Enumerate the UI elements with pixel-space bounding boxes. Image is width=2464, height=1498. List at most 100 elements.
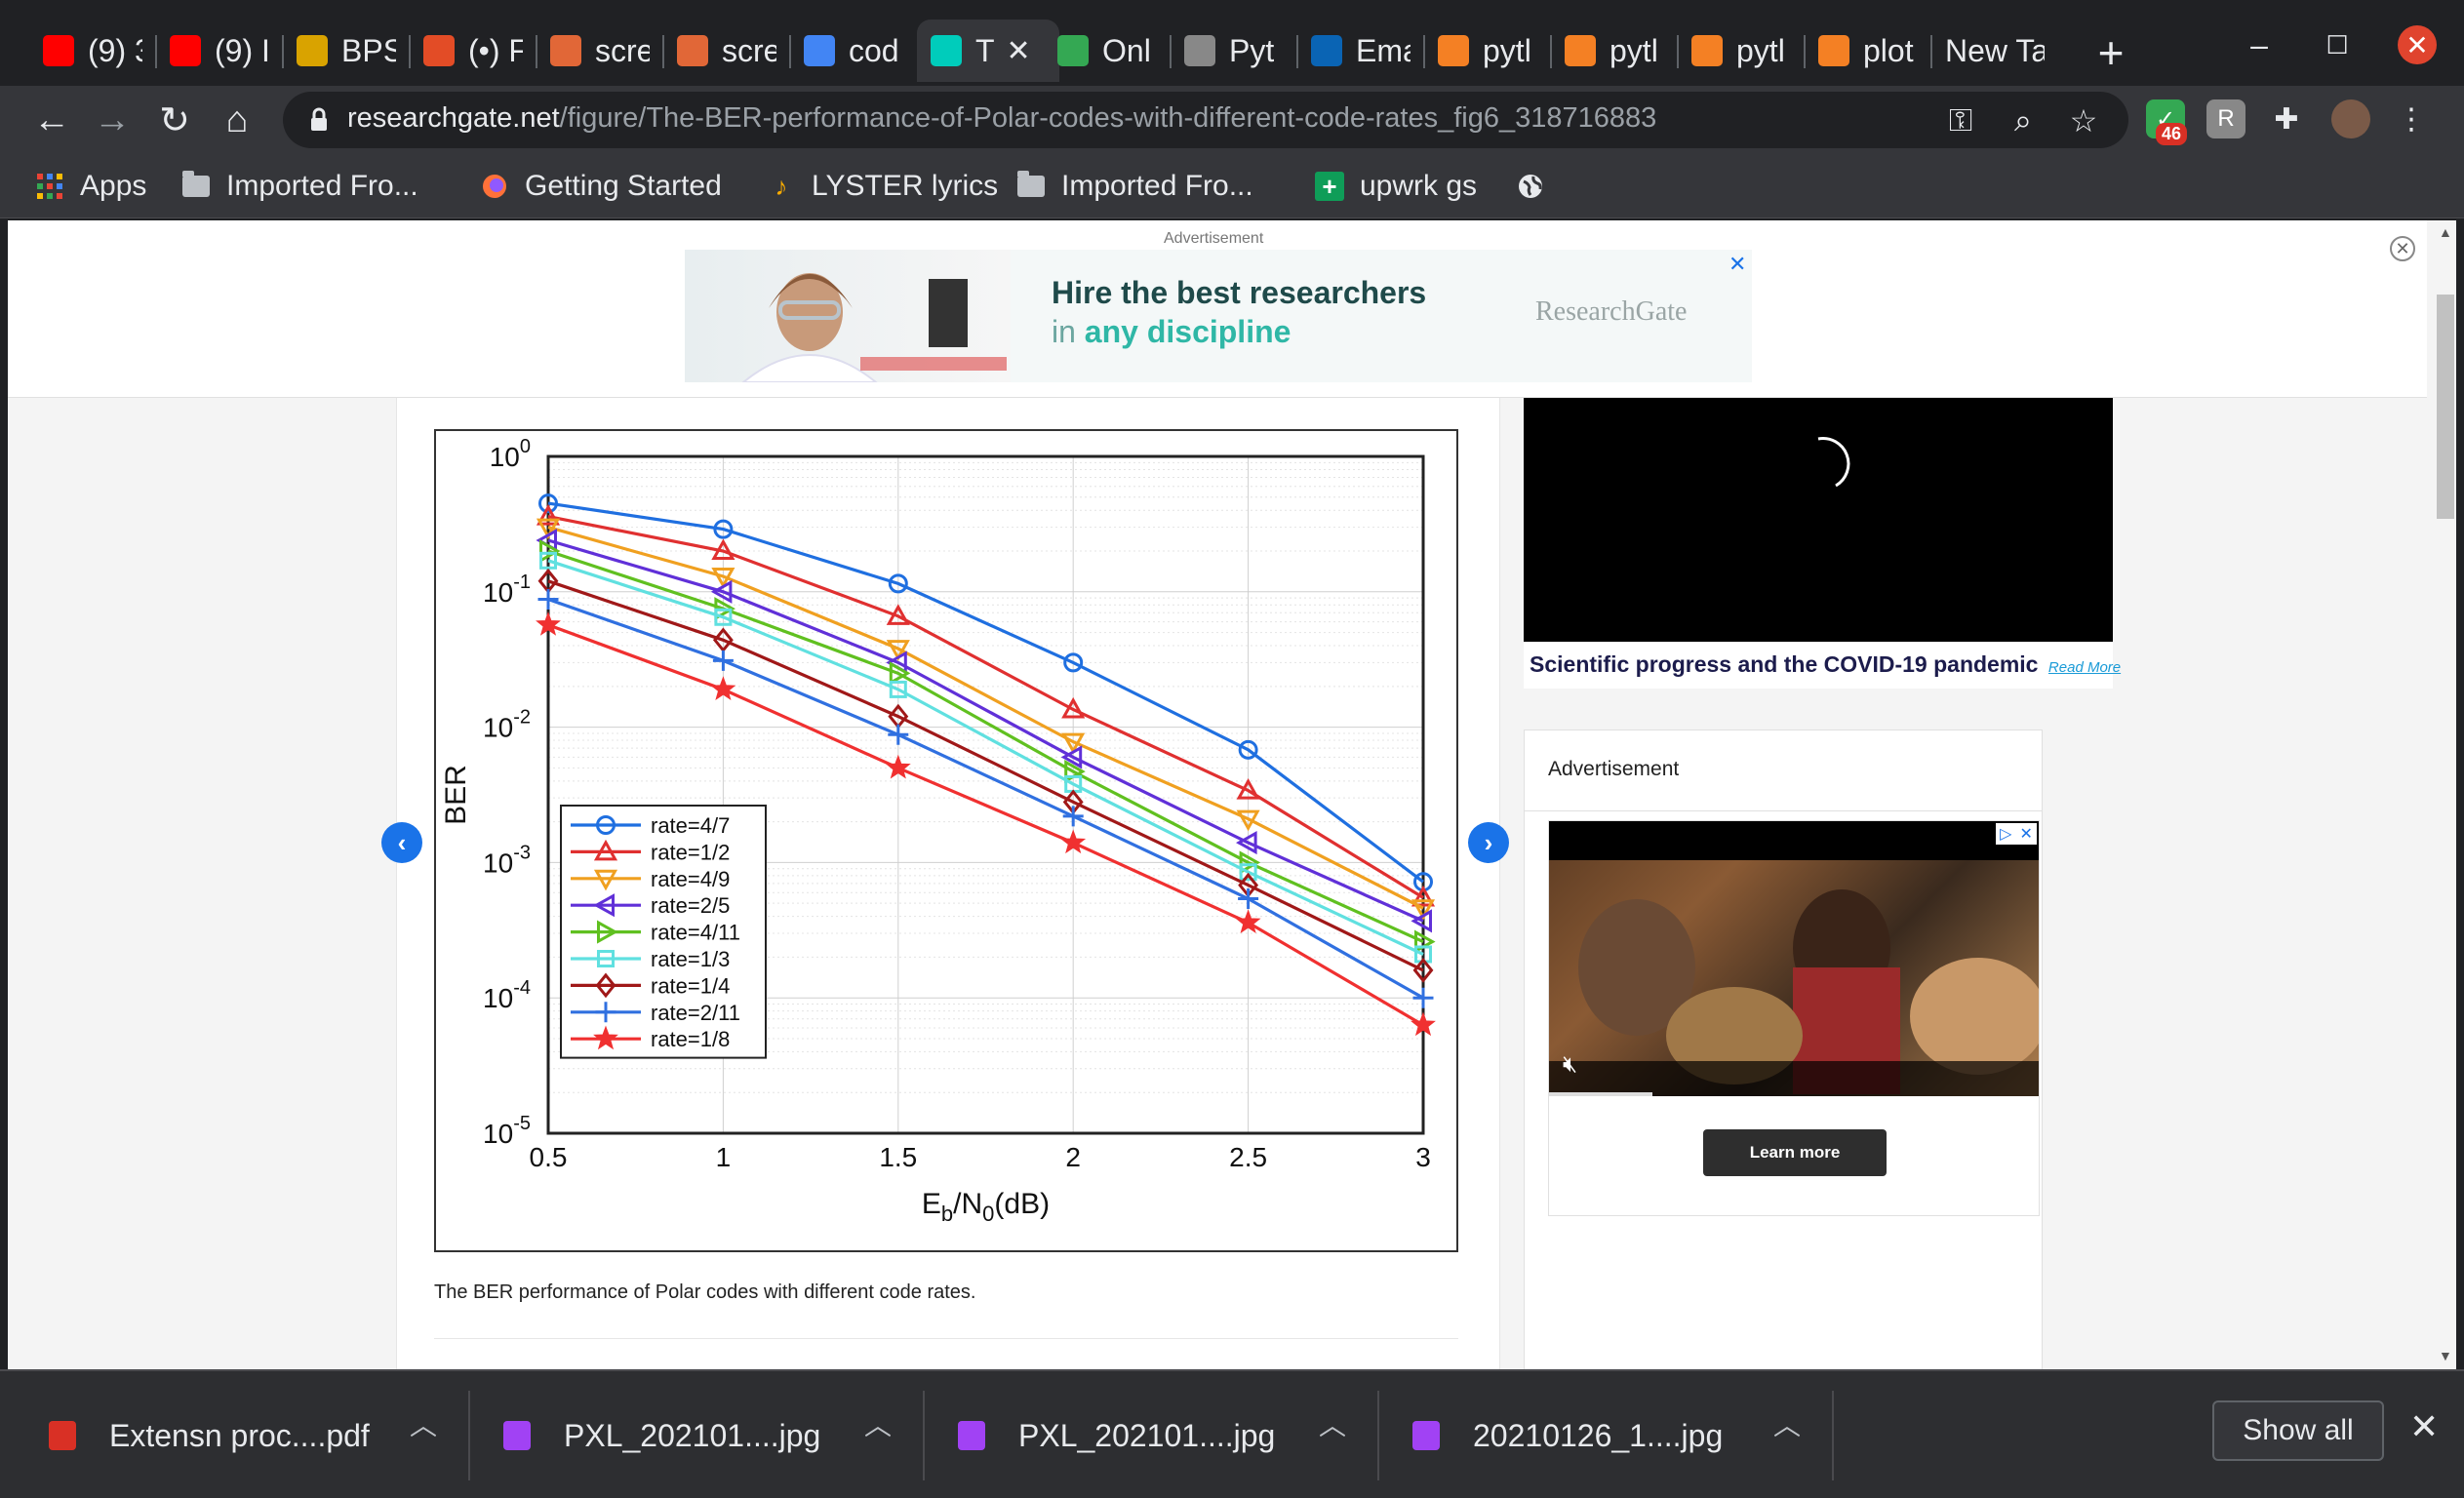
data-point-series-2 <box>536 504 561 526</box>
tab-3[interactable]: (•) F <box>410 20 537 82</box>
tab-5[interactable]: scre <box>663 20 790 82</box>
extension-r-icon[interactable]: R <box>2206 99 2245 138</box>
bookmark-globe[interactable] <box>1516 164 1561 209</box>
back-button[interactable]: ← <box>33 99 70 140</box>
x-tick-label: 1 <box>716 1142 732 1172</box>
bookmark-imported-folder-1[interactable]: Imported Fro... <box>181 164 418 209</box>
firefox-icon <box>483 175 506 198</box>
tab-13[interactable]: pytl <box>1678 20 1805 82</box>
tab-0[interactable]: (9) 3 <box>29 20 156 82</box>
tab-9[interactable]: Pyt <box>1171 20 1297 82</box>
chevron-up-icon[interactable]: ︿ <box>864 1410 893 1440</box>
tab-title: pytl <box>1610 32 1658 68</box>
previous-figure-button[interactable]: ‹ <box>381 822 422 863</box>
matlab-icon <box>550 35 581 66</box>
learn-more-button[interactable]: Learn more <box>1703 1129 1887 1176</box>
tab-title: Ema <box>1356 32 1411 68</box>
tab-separator <box>1550 35 1552 68</box>
ad-dismiss-icon[interactable]: ✕ <box>2390 236 2415 261</box>
show-all-downloads-button[interactable]: Show all <box>2212 1400 2384 1461</box>
chevron-up-icon[interactable]: ︿ <box>1319 1410 1347 1440</box>
tab-10[interactable]: Ema <box>1297 20 1424 82</box>
chevron-up-icon[interactable]: ︿ <box>1773 1410 1802 1440</box>
read-more-link[interactable]: Read More <box>2047 659 2122 676</box>
extensions-puzzle-icon[interactable]: ✚ <box>2274 102 2299 136</box>
tab-title: scre <box>595 32 650 68</box>
tab-separator <box>282 35 284 68</box>
bookmark-label: Getting Started <box>525 170 722 202</box>
x-axis-label: Eb/N0(dB) <box>922 1188 1050 1226</box>
reload-button[interactable]: ↻ <box>159 99 190 141</box>
adchoices-icon[interactable]: ▷ ✕ <box>1996 823 2037 845</box>
tab-title: scre <box>722 32 776 68</box>
divider <box>1525 810 2042 811</box>
scrollbar[interactable]: ▲ ▼ <box>2435 220 2456 1369</box>
data-point-series-3 <box>536 518 561 540</box>
star-bookmark-icon[interactable]: ☆ <box>2069 103 2098 138</box>
tab-15[interactable]: New Ta <box>1931 20 2058 82</box>
download-item[interactable]: PXL_202101....jpg <box>503 1387 820 1484</box>
data-point-series-9 <box>1235 909 1261 934</box>
tab-11[interactable]: pytl <box>1424 20 1551 82</box>
home-button[interactable]: ⌂ <box>225 99 249 140</box>
bookmark-imported-folder-2[interactable]: Imported Fro... <box>1016 164 1253 209</box>
scroll-up-arrow[interactable]: ▲ <box>2439 224 2452 240</box>
bookmark-getting-started[interactable]: Getting Started <box>480 164 722 209</box>
tab-separator <box>1930 35 1932 68</box>
data-point-series-3 <box>711 567 735 589</box>
researchgate-ad-banner[interactable]: Hire the best researchers in any discipl… <box>685 250 1752 382</box>
tab-8[interactable]: Onl <box>1044 20 1171 82</box>
tab-1[interactable]: (9) I <box>156 20 283 82</box>
image-file-icon <box>1412 1421 1440 1450</box>
bookmark-lyster-lyrics[interactable]: ♪ LYSTER lyrics <box>767 164 999 209</box>
bookmark-label: Imported Fro... <box>1061 170 1253 202</box>
forward-button[interactable]: → <box>94 99 131 140</box>
tab-2[interactable]: BPS <box>283 20 410 82</box>
download-item[interactable]: 20210126_1....jpg <box>1412 1387 1723 1484</box>
close-shelf-icon[interactable]: ✕ <box>2409 1406 2440 1446</box>
data-point-series-8 <box>1412 987 1434 1008</box>
tab-separator <box>1423 35 1425 68</box>
series-line-7 <box>547 579 1424 972</box>
tab-separator <box>536 35 537 68</box>
tab-6[interactable]: cod <box>790 20 917 82</box>
tab-title: (•) F <box>468 32 523 68</box>
menu-kebab-icon[interactable]: ⋮ <box>2397 102 2426 136</box>
tab-14[interactable]: plot <box>1805 20 1931 82</box>
tab-4[interactable]: scre <box>537 20 663 82</box>
download-item[interactable]: Extensn proc....pdf <box>49 1387 370 1484</box>
video-player[interactable] <box>1524 398 2113 642</box>
scroll-thumb[interactable] <box>2437 295 2454 519</box>
legend-marker <box>593 869 618 891</box>
mute-icon[interactable]: 🔇︎ <box>1563 1051 1578 1078</box>
download-item[interactable]: PXL_202101....jpg <box>958 1387 1275 1484</box>
bookmark-upwrk-gs[interactable]: + upwrk gs <box>1315 164 1477 209</box>
ad-close-icon[interactable]: ✕ <box>1729 252 1747 276</box>
minimize-button[interactable]: – <box>2250 26 2268 62</box>
chevron-up-icon[interactable]: ︿ <box>410 1410 438 1440</box>
ad-sub-emphasis: any discipline <box>1084 314 1292 349</box>
zoom-icon[interactable]: ⌕ <box>2014 102 2032 138</box>
maximize-button[interactable]: ☐ <box>2325 29 2349 59</box>
video-progress-bar <box>1549 1092 1652 1096</box>
key-icon[interactable]: ⚿ <box>1948 102 1973 138</box>
ad-subline: in any discipline <box>1052 314 1291 350</box>
sidebar-advertisement: Advertisement 🔇︎ ▷ ✕ Learn more <box>1524 729 2043 1369</box>
bookmark-apps[interactable]: Apps <box>35 164 146 209</box>
download-shelf: Extensn proc....pdf ︿ PXL_202101....jpg ︿ PX… <box>0 1369 2464 1498</box>
next-figure-button[interactable]: › <box>1468 822 1509 863</box>
stackoverflow-icon <box>1691 35 1723 66</box>
close-window-button[interactable]: ✕ <box>2398 25 2437 64</box>
ad-video-frame[interactable]: 🔇︎ <box>1549 821 2039 1096</box>
music-note-icon: ♪ <box>775 171 788 201</box>
legend-label: rate=2/11 <box>651 1001 740 1025</box>
profile-avatar[interactable] <box>2331 99 2370 138</box>
new-tab-button[interactable]: + <box>2097 27 2125 78</box>
pdf-icon <box>49 1421 76 1450</box>
tab-7[interactable]: T ✕ <box>917 20 1059 82</box>
series-line-6 <box>547 559 1424 956</box>
address-bar[interactable]: researchgate.net/figure/The-BER-performa… <box>283 92 2128 148</box>
scroll-down-arrow[interactable]: ▼ <box>2439 1348 2452 1363</box>
tab-12[interactable]: pytl <box>1551 20 1678 82</box>
tab-close-icon[interactable]: ✕ <box>1006 34 1031 67</box>
